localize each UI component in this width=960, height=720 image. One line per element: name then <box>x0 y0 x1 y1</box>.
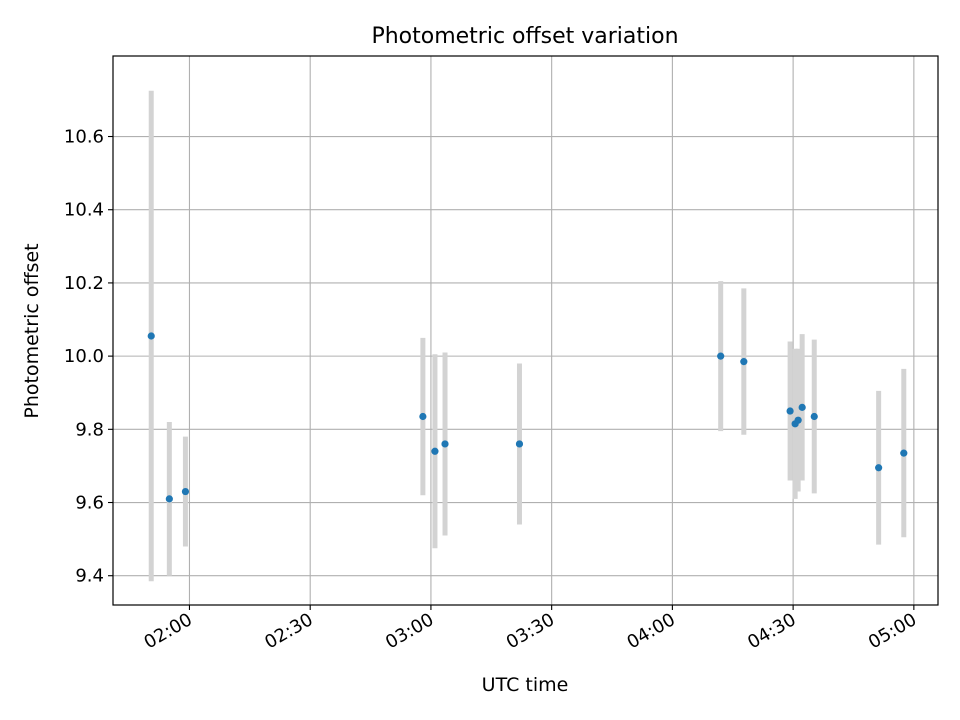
data-point <box>181 487 190 496</box>
y-tick-label: 9.4 <box>75 566 104 587</box>
data-point <box>419 412 427 421</box>
data-point <box>875 464 883 472</box>
data-point <box>717 352 725 360</box>
y-tick-label: 10.0 <box>64 346 104 367</box>
data-point <box>810 412 818 421</box>
y-tick-label: 10.6 <box>64 127 104 148</box>
data-point <box>165 495 173 503</box>
data-point <box>786 407 794 415</box>
x-axis-label: UTC time <box>482 674 569 696</box>
data-points <box>147 332 908 503</box>
data-point <box>794 416 802 424</box>
data-point <box>798 403 806 411</box>
data-point <box>900 449 908 457</box>
data-point <box>431 447 439 455</box>
y-axis-label: Photometric offset <box>21 243 43 418</box>
y-tick-label: 10.4 <box>64 200 104 221</box>
plot-frame <box>112 55 939 606</box>
y-tick-label: 9.6 <box>75 493 104 514</box>
y-tick-label: 9.8 <box>75 419 104 440</box>
data-point <box>515 440 524 448</box>
chart-title: Photometric offset variation <box>371 24 678 49</box>
y-axis: 9.4 9.6 9.8 10.0 10.2 10.4 10.6 <box>64 127 113 587</box>
data-point <box>147 332 155 340</box>
y-tick-label: 10.2 <box>64 273 104 294</box>
data-point <box>740 358 748 366</box>
data-point <box>441 440 449 448</box>
